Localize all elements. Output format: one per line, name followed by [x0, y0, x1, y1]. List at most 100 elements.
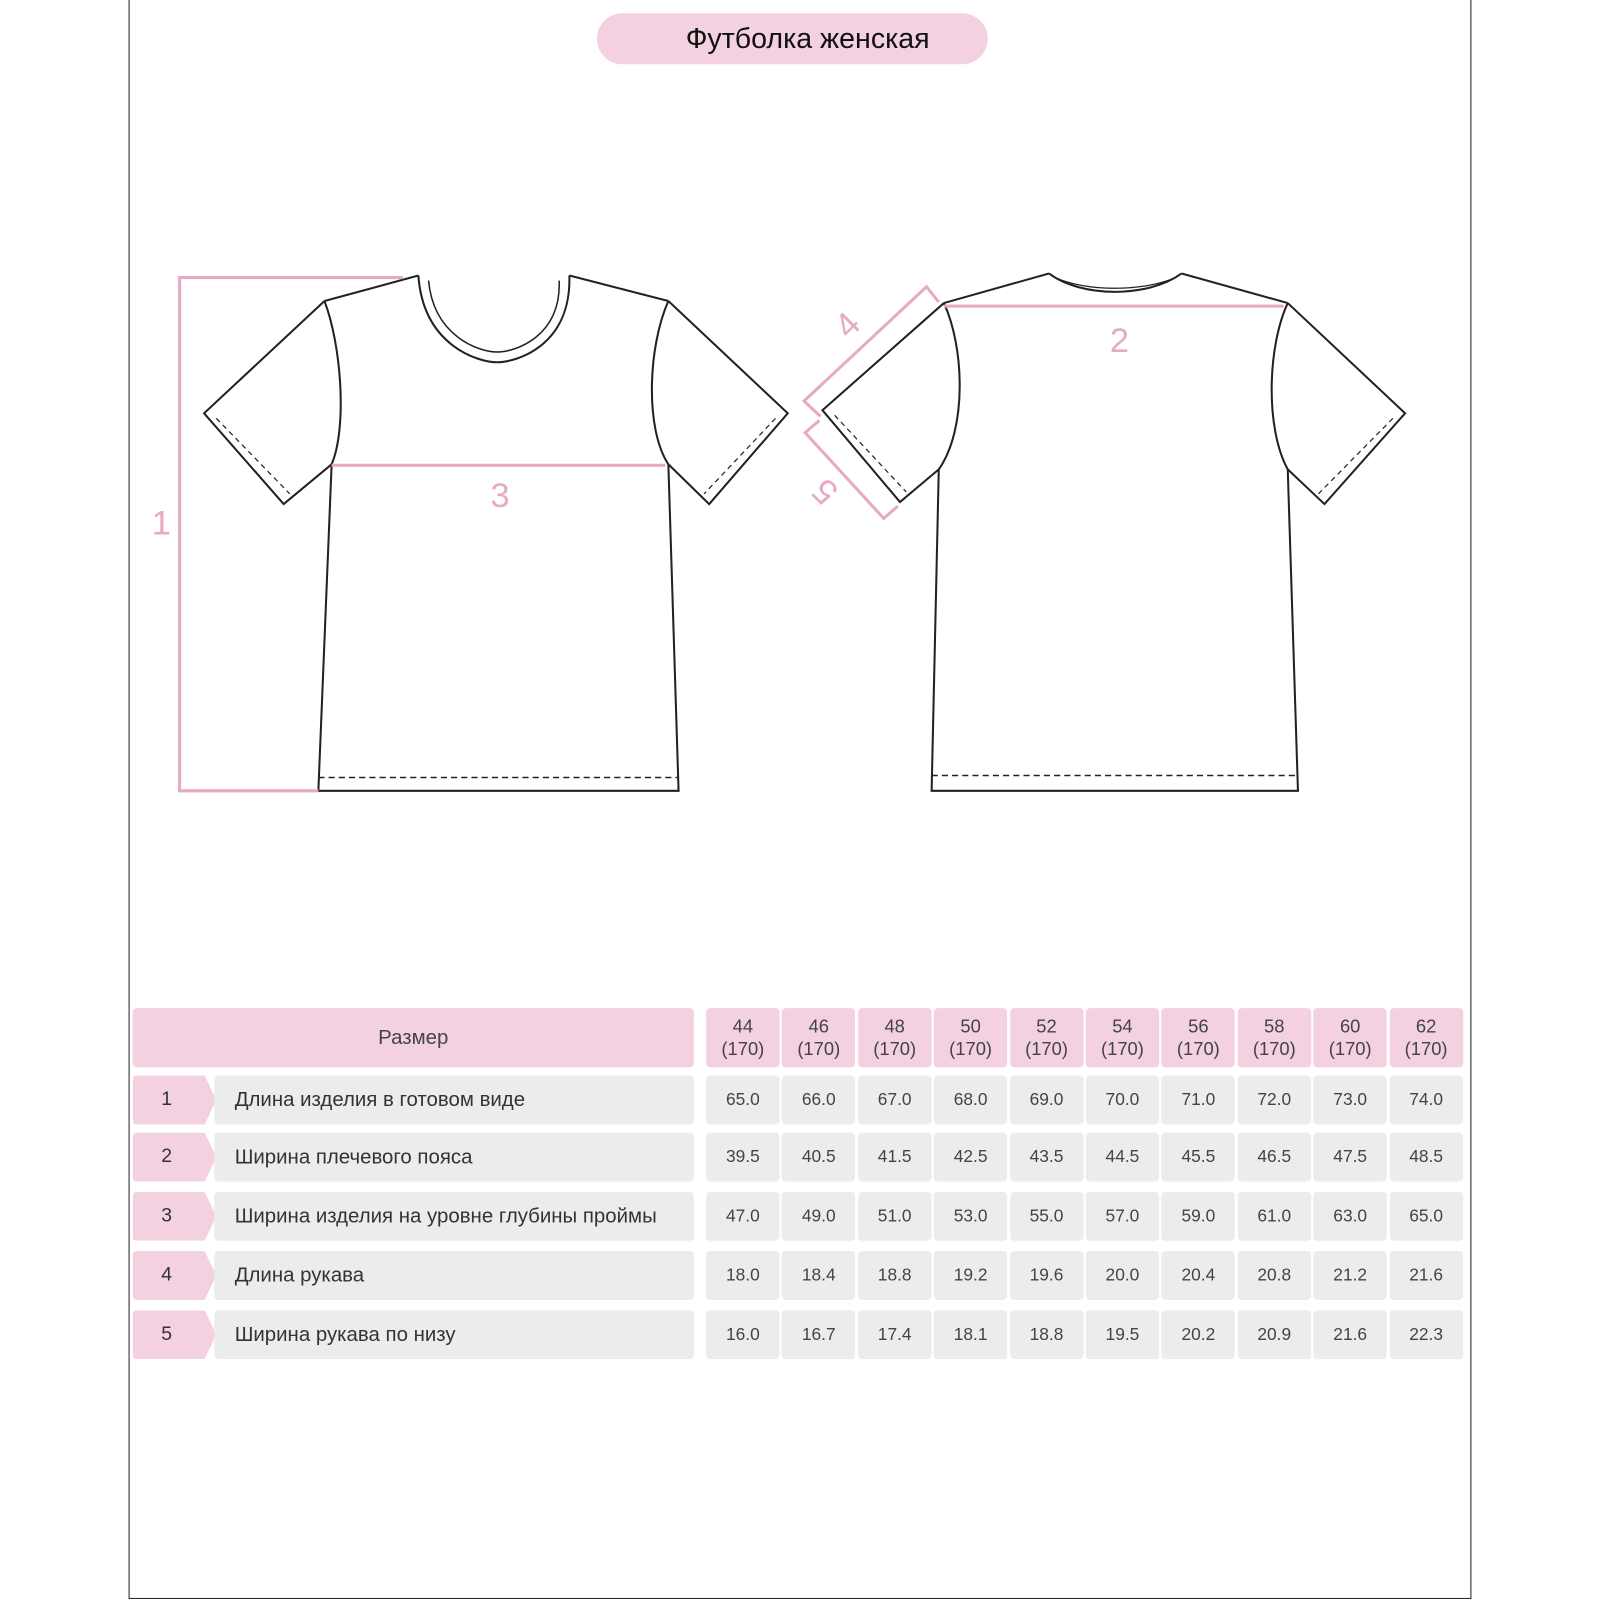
table-cell: 21.6 — [1389, 1251, 1463, 1300]
size-column-header: 62 (170) — [1389, 1008, 1463, 1068]
table-cell: 65.0 — [1389, 1191, 1463, 1241]
row-number: 3 — [132, 1191, 217, 1241]
table-cell: 18.1 — [933, 1310, 1008, 1360]
table-cell: 67.0 — [857, 1075, 932, 1125]
table-cell: 20.9 — [1237, 1310, 1312, 1360]
size-column-header: 50 (170) — [933, 1008, 1008, 1068]
size-value: 46 — [808, 1016, 829, 1037]
label-5: 5 — [805, 471, 846, 512]
table-cell: 43.5 — [1009, 1132, 1084, 1182]
table-cell: 74.0 — [1389, 1075, 1463, 1125]
label-2: 2 — [1110, 322, 1129, 360]
row-number: 4 — [132, 1251, 217, 1300]
size-value: 56 — [1188, 1016, 1209, 1037]
height-value: (170) — [1176, 1038, 1220, 1060]
page-title: Футболка женская — [596, 13, 988, 65]
size-column-header: 44 (170) — [706, 1008, 780, 1068]
table-cell: 20.0 — [1085, 1251, 1160, 1300]
size-value: 48 — [884, 1016, 905, 1037]
table-cell: 63.0 — [1313, 1191, 1387, 1241]
size-value: 62 — [1415, 1016, 1437, 1037]
table-cell: 59.0 — [1161, 1191, 1236, 1241]
table-cell: 19.2 — [933, 1251, 1008, 1300]
height-value: (170) — [949, 1038, 993, 1060]
size-column-header: 56 (170) — [1161, 1008, 1236, 1068]
row-label: Длина изделия в готовом виде — [214, 1075, 694, 1125]
table-cell: 45.5 — [1161, 1132, 1236, 1182]
table-cell: 17.4 — [857, 1310, 932, 1360]
table-cell: 65.0 — [706, 1075, 780, 1125]
table-cell: 72.0 — [1237, 1075, 1312, 1125]
height-value: (170) — [721, 1038, 765, 1060]
table-cell: 19.5 — [1085, 1310, 1160, 1360]
row-number: 2 — [132, 1132, 217, 1182]
measure-line-sleeve-length — [801, 284, 940, 418]
table-cell: 21.2 — [1313, 1251, 1387, 1300]
height-value: (170) — [1328, 1038, 1372, 1060]
size-value: 60 — [1339, 1016, 1361, 1037]
table-cell: 47.0 — [706, 1191, 780, 1241]
height-value: (170) — [797, 1038, 841, 1060]
size-header: Размер — [132, 1008, 694, 1068]
height-value: (170) — [1404, 1038, 1448, 1060]
row-label: Ширина рукава по низу — [214, 1310, 694, 1360]
table-cell: 51.0 — [857, 1191, 932, 1241]
table-cell: 47.5 — [1313, 1132, 1387, 1182]
table-cell: 57.0 — [1085, 1191, 1160, 1241]
table-cell: 20.8 — [1237, 1251, 1312, 1300]
size-value: 50 — [960, 1016, 981, 1037]
table-cell: 70.0 — [1085, 1075, 1160, 1125]
table-cell: 18.4 — [782, 1251, 856, 1300]
row-label: Ширина плечевого пояса — [214, 1132, 694, 1182]
row-number: 1 — [132, 1075, 217, 1125]
table-cell: 16.0 — [706, 1310, 780, 1360]
table-cell: 41.5 — [857, 1132, 932, 1182]
label-1: 1 — [152, 505, 171, 543]
row-number: 5 — [132, 1310, 217, 1360]
measure-line-sleeve-width — [802, 419, 899, 521]
table-cell: 18.8 — [857, 1251, 932, 1300]
size-column-header: 46 (170) — [782, 1008, 856, 1068]
table-cell: 39.5 — [706, 1132, 780, 1182]
table-cell: 48.5 — [1389, 1132, 1463, 1182]
size-value: 52 — [1036, 1016, 1057, 1037]
row-label: Ширина изделия на уровне глубины проймы — [214, 1191, 694, 1241]
size-value: 44 — [732, 1016, 754, 1037]
row-label: Длина рукава — [214, 1251, 694, 1300]
size-column-header: 58 (170) — [1237, 1008, 1312, 1068]
tshirt-diagram: 1 3 2 4 5 — [152, 272, 1407, 793]
table-cell: 20.2 — [1161, 1310, 1236, 1360]
label-3: 3 — [490, 477, 509, 515]
table-cell: 18.8 — [1009, 1310, 1084, 1360]
table-cell: 71.0 — [1161, 1075, 1236, 1125]
height-value: (170) — [873, 1038, 917, 1060]
size-value: 58 — [1264, 1016, 1285, 1037]
table-cell: 42.5 — [933, 1132, 1008, 1182]
table-cell: 20.4 — [1161, 1251, 1236, 1300]
table-cell: 66.0 — [782, 1075, 856, 1125]
label-4: 4 — [828, 305, 869, 346]
table-cell: 16.7 — [782, 1310, 856, 1360]
table-cell: 19.6 — [1009, 1251, 1084, 1300]
height-value: (170) — [1100, 1038, 1144, 1060]
size-column-header: 48 (170) — [857, 1008, 932, 1068]
front-tshirt — [202, 274, 790, 792]
height-value: (170) — [1025, 1038, 1068, 1060]
table-cell: 68.0 — [933, 1075, 1008, 1125]
measure-line-length — [178, 276, 404, 793]
page-frame — [128, 0, 1472, 1599]
table-cell: 46.5 — [1237, 1132, 1312, 1182]
measure-lines — [178, 276, 1284, 793]
table-cell: 55.0 — [1009, 1191, 1084, 1241]
table-cell: 18.0 — [706, 1251, 780, 1300]
height-value: (170) — [1252, 1038, 1296, 1060]
table-cell: 21.6 — [1313, 1310, 1387, 1360]
table-cell: 49.0 — [782, 1191, 856, 1241]
size-value: 54 — [1112, 1016, 1133, 1037]
table-cell: 44.5 — [1085, 1132, 1160, 1182]
table-cell: 40.5 — [782, 1132, 856, 1182]
size-column-header: 52 (170) — [1009, 1008, 1084, 1068]
back-tshirt — [821, 272, 1407, 792]
size-column-header: 54 (170) — [1085, 1008, 1160, 1068]
